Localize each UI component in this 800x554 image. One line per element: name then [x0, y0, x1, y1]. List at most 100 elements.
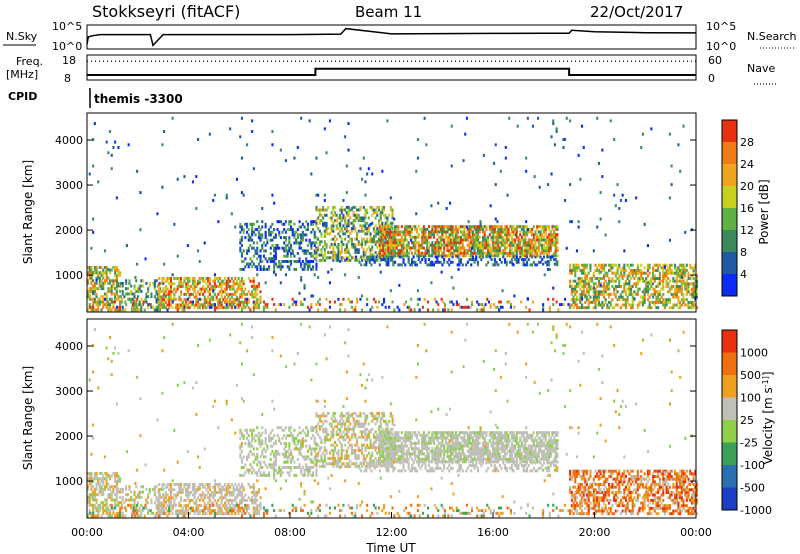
- heatmap-cell: [367, 224, 370, 228]
- heatmap-cell: [618, 220, 621, 224]
- heatmap-cell: [609, 269, 612, 272]
- heatmap-cell: [312, 222, 315, 226]
- heatmap-cell: [142, 300, 145, 304]
- heatmap-cell: [572, 263, 575, 267]
- heatmap-cell: [362, 224, 365, 228]
- heatmap-cell: [293, 473, 296, 477]
- heatmap-cell: [97, 506, 100, 510]
- heatmap-cell: [288, 444, 291, 448]
- heatmap-cell: [105, 480, 108, 483]
- heatmap-cell: [328, 216, 331, 220]
- heatmap-cell: [262, 473, 265, 477]
- heatmap-cell: [305, 260, 308, 263]
- heatmap-cell: [340, 205, 343, 209]
- heatmap-cell: [526, 297, 529, 301]
- heatmap-cell: [492, 249, 495, 253]
- heatmap-cell: [229, 303, 232, 307]
- heatmap-cell: [138, 308, 141, 312]
- heatmap-cell: [237, 300, 240, 304]
- heatmap-cell: [102, 509, 105, 513]
- heatmap-cell: [340, 248, 343, 252]
- heatmap-cell: [404, 225, 407, 229]
- heatmap-cell: [169, 491, 172, 494]
- heatmap-cell: [674, 290, 677, 294]
- heatmap-cell: [274, 463, 277, 467]
- heatmap-cell: [339, 253, 342, 257]
- heatmap-cell: [259, 254, 262, 258]
- heatmap-cell: [505, 260, 508, 264]
- heatmap-cell: [155, 300, 158, 304]
- heatmap-cell: [623, 282, 626, 286]
- heatmap-cell: [210, 491, 213, 494]
- heatmap-cell: [171, 496, 174, 500]
- heatmap-cell: [301, 238, 304, 242]
- heatmap-cell: [252, 485, 255, 489]
- heatmap-cell: [240, 460, 243, 464]
- heatmap-cell: [332, 229, 335, 233]
- heatmap-cell: [526, 243, 529, 247]
- heatmap-cell: [195, 303, 198, 307]
- heatmap-cell: [191, 498, 194, 502]
- heatmap-cell: [251, 496, 254, 500]
- heatmap-cell: [152, 487, 155, 491]
- heatmap-cell: [200, 298, 203, 302]
- heatmap-cell: [186, 244, 189, 248]
- heatmap-cell: [643, 290, 646, 294]
- heatmap-cell: [648, 287, 651, 291]
- heatmap-cell: [415, 169, 418, 173]
- heatmap-cell: [579, 295, 582, 299]
- heatmap-cell: [668, 238, 671, 242]
- heatmap-cell: [465, 249, 468, 253]
- heatmap-cell: [655, 300, 658, 304]
- heatmap-cell: [197, 485, 200, 489]
- heatmap-cell: [225, 488, 228, 492]
- heatmap-cell: [330, 237, 333, 241]
- heatmap-cell: [257, 230, 260, 234]
- heatmap-cell: [531, 255, 534, 259]
- heatmap-cell: [412, 243, 415, 247]
- heatmap-cell: [414, 246, 417, 250]
- heatmap-cell: [239, 444, 242, 448]
- heatmap-cell: [93, 493, 96, 497]
- heatmap-cell: [240, 277, 243, 280]
- heatmap-cell: [242, 498, 245, 502]
- heatmap-cell: [670, 287, 673, 291]
- heatmap-cell: [397, 230, 400, 234]
- heatmap-cell: [374, 229, 377, 233]
- heatmap-cell: [109, 493, 112, 497]
- power-heatmap: [87, 116, 699, 312]
- heatmap-cell: [516, 124, 519, 128]
- heatmap-cell: [112, 472, 115, 475]
- heatmap-cell: [239, 300, 242, 304]
- heatmap-cell: [229, 498, 232, 502]
- heatmap-cell: [497, 225, 500, 229]
- heatmap-cell: [212, 303, 215, 307]
- heatmap-cell: [674, 287, 677, 291]
- heatmap-cell: [350, 221, 353, 225]
- heatmap-cell: [422, 255, 425, 259]
- heatmap-cell: [537, 254, 540, 258]
- heatmap-cell: [102, 482, 105, 486]
- heatmap-cell: [431, 241, 434, 245]
- heatmap-cell: [312, 220, 315, 224]
- heatmap-cell: [235, 279, 238, 283]
- heatmap-cell: [382, 243, 385, 247]
- heatmap-cell: [252, 246, 255, 250]
- heatmap-cell: [95, 303, 98, 307]
- heatmap-cell: [371, 221, 374, 225]
- heatmap-cell: [689, 266, 692, 270]
- heatmap-cell: [244, 506, 247, 510]
- heatmap-cell: [471, 243, 474, 247]
- heatmap-cell: [254, 233, 257, 237]
- heatmap-cell: [115, 266, 118, 269]
- heatmap-cell: [208, 303, 211, 307]
- heatmap-cell: [295, 303, 298, 307]
- heatmap-cell: [313, 252, 316, 255]
- heatmap-cell: [325, 227, 328, 231]
- heatmap-cell: [229, 491, 232, 494]
- heatmap-cell: [429, 230, 432, 234]
- heatmap-cell: [380, 225, 383, 229]
- heatmap-cell: [339, 235, 342, 238]
- heatmap-cell: [126, 498, 129, 502]
- heatmap-cell: [261, 473, 264, 477]
